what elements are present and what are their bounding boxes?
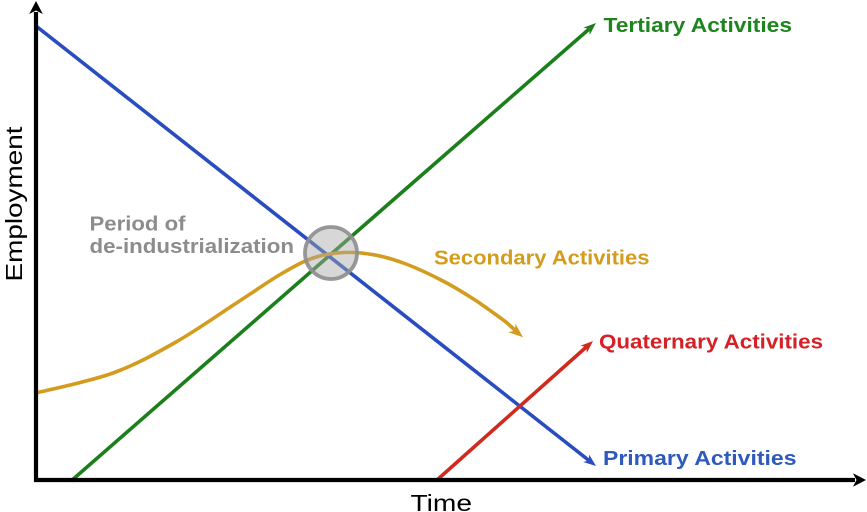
svg-text:Primary Activities: Primary Activities [603, 447, 797, 470]
svg-text:Time: Time [411, 490, 473, 512]
svg-text:Tertiary Activities: Tertiary Activities [604, 14, 793, 37]
svg-text:de-industrialization: de-industrialization [90, 235, 295, 258]
svg-text:Period of: Period of [90, 213, 186, 236]
svg-text:Secondary Activities: Secondary Activities [434, 247, 650, 270]
svg-text:Quaternary Activities: Quaternary Activities [599, 331, 823, 354]
svg-text:Employment: Employment [1, 126, 27, 282]
